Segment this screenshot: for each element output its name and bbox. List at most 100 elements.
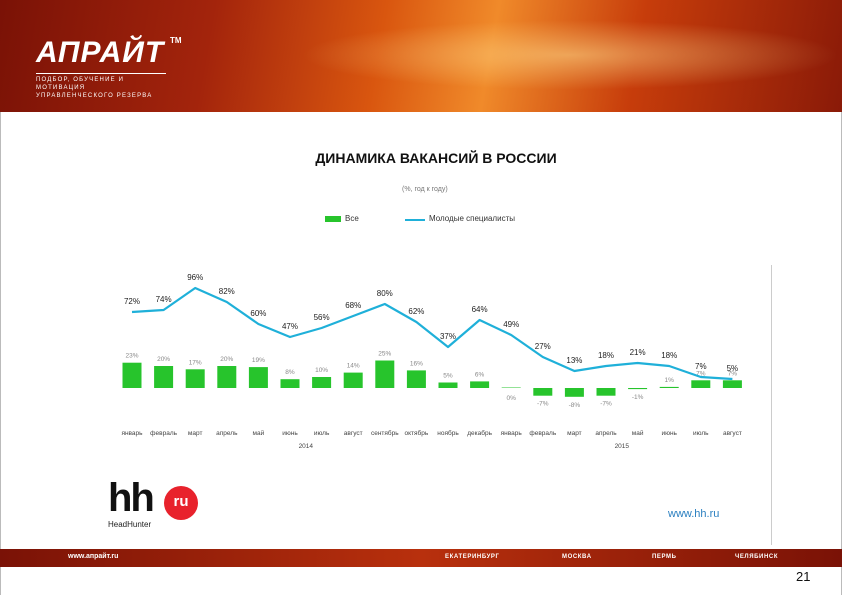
slide-border-left	[0, 112, 1, 595]
line-label-1: 74%	[156, 295, 172, 304]
bar-label-16: -1%	[632, 394, 644, 401]
footer-bar: www.aпрайт.ru ЕКАТЕРИНБУРГ МОСКВА ПЕРМЬ …	[0, 549, 842, 567]
bar-13	[533, 388, 553, 396]
x-tick-label-6: июль	[314, 430, 330, 437]
legend-label-line: Молодые специалисты	[429, 214, 515, 223]
x-tick-label-14: март	[567, 430, 582, 437]
hh-ru-badge: ru	[164, 486, 198, 520]
x-tick-label-2: март	[188, 430, 203, 437]
x-tick-label-9: октябрь	[405, 429, 429, 437]
bar-0	[122, 362, 142, 388]
bar-label-3: 20%	[220, 356, 233, 363]
footer-city-chelyabinsk: ЧЕЛЯБИНСК	[735, 554, 779, 560]
chart-frame-edge	[771, 265, 772, 545]
legend-swatch-line	[405, 219, 425, 221]
bar-label-18: 7%	[696, 370, 706, 377]
bar-label-10: 5%	[443, 373, 453, 380]
line-label-8: 80%	[377, 289, 393, 298]
chart-title: ДИНАМИКА ВАКАНСИЙ В РОССИИ	[315, 150, 557, 166]
header-banner: АПРАЙТ TM ПОДБОР, ОБУЧЕНИЕ И МОТИВАЦИЯ У…	[0, 0, 842, 112]
x-tick-label-15: апрель	[595, 430, 617, 437]
company-logo: АПРАЙТ TM ПОДБОР, ОБУЧЕНИЕ И МОТИВАЦИЯ У…	[36, 36, 182, 100]
x-tick-label-8: сентябрь	[371, 429, 399, 437]
logo-tagline-2: УПРАВЛЕНЧЕСКОГО РЕЗЕРВА	[36, 93, 153, 99]
footer-city-perm: ПЕРМЬ	[652, 554, 677, 560]
logo-wordmark: АПРАЙТ	[36, 36, 165, 69]
bar-16	[628, 388, 648, 390]
bar-11	[470, 381, 490, 388]
x-year-label-0: 2014	[299, 443, 314, 450]
chart-subtitle: (%, год к году)	[402, 186, 448, 193]
bar-label-11: 6%	[475, 371, 485, 378]
line-label-2: 96%	[187, 273, 203, 282]
bar-10	[438, 382, 458, 388]
bar-18	[691, 380, 711, 388]
bar-19	[722, 380, 742, 388]
bar-label-15: -7%	[600, 401, 612, 408]
line-label-3: 82%	[219, 287, 235, 296]
bar-2	[185, 369, 205, 388]
line-label-12: 49%	[503, 320, 519, 329]
bar-4	[248, 367, 268, 388]
x-tick-label-12: январь	[501, 430, 523, 437]
x-tick-label-19: август	[723, 430, 742, 437]
hh-url-link[interactable]: www.hh.ru	[668, 508, 720, 520]
footer-city-moscow: МОСКВА	[562, 554, 592, 560]
line-label-10: 37%	[440, 332, 456, 341]
x-tick-label-4: май	[253, 429, 265, 437]
bar-9	[406, 370, 426, 388]
legend-label-bars: Все	[345, 214, 359, 223]
bar-label-1: 20%	[157, 356, 170, 363]
line-label-7: 68%	[345, 301, 361, 310]
bar-label-17: 1%	[664, 377, 674, 384]
legend-swatch-bars	[325, 216, 341, 222]
logo-trademark: TM	[170, 36, 182, 45]
bar-label-19: 7%	[728, 370, 738, 377]
line-label-18: 7%	[695, 362, 707, 371]
bar-12	[501, 387, 521, 388]
bar-label-0: 23%	[125, 353, 138, 360]
bar-14	[564, 388, 584, 397]
line-label-11: 64%	[472, 305, 488, 314]
line-series-young-specialists	[131, 286, 733, 381]
page-number: 21	[796, 569, 811, 584]
x-tick-label-7: август	[344, 430, 363, 437]
line-label-17: 18%	[661, 351, 677, 360]
bar-label-2: 17%	[189, 359, 202, 366]
bar-label-13: -7%	[537, 401, 549, 408]
hh-subtitle: HeadHunter	[108, 520, 152, 529]
x-tick-label-13: февраль	[529, 430, 556, 437]
x-tick-label-5: июнь	[282, 430, 298, 437]
line-label-0: 72%	[124, 297, 140, 306]
bar-label-7: 14%	[347, 363, 360, 370]
bar-8	[375, 360, 395, 388]
bar-label-8: 25%	[378, 351, 391, 358]
x-tick-label-18: июль	[693, 430, 709, 437]
headhunter-logo: hh ru HeadHunter	[108, 478, 198, 529]
header-glow	[300, 20, 840, 90]
line-label-13: 27%	[535, 342, 551, 351]
bar-3	[217, 366, 237, 388]
x-tick-label-3: апрель	[216, 430, 238, 437]
bar-6	[312, 377, 332, 388]
line-label-15: 18%	[598, 351, 614, 360]
footer-url-link[interactable]: www.aпрайт.ru	[68, 553, 119, 560]
footer-city-ekaterinburg: ЕКАТЕРИНБУРГ	[445, 554, 500, 560]
bar-label-5: 8%	[285, 369, 295, 376]
line-label-9: 62%	[408, 307, 424, 316]
x-year-label-1: 2015	[615, 443, 630, 450]
bar-15	[596, 388, 616, 396]
bar-5	[280, 379, 300, 388]
line-label-4: 60%	[250, 309, 266, 318]
x-tick-label-17: июнь	[661, 430, 677, 437]
line-label-19: 5%	[727, 364, 739, 373]
bar-label-14: -8%	[569, 402, 581, 409]
x-tick-label-10: ноябрь	[437, 429, 459, 437]
line-label-6: 56%	[314, 313, 330, 322]
bar-label-9: 16%	[410, 360, 423, 367]
x-tick-label-16: май	[632, 429, 644, 437]
bar-label-12: 0%	[506, 395, 516, 402]
line-label-14: 13%	[566, 356, 582, 365]
vacancy-chart: 23% 20% 17% 20% 19% 8% 10% 14% 25% 16% 5% 6% 0% -7% -8…	[121, 273, 742, 450]
bar-label-6: 10%	[315, 367, 328, 374]
